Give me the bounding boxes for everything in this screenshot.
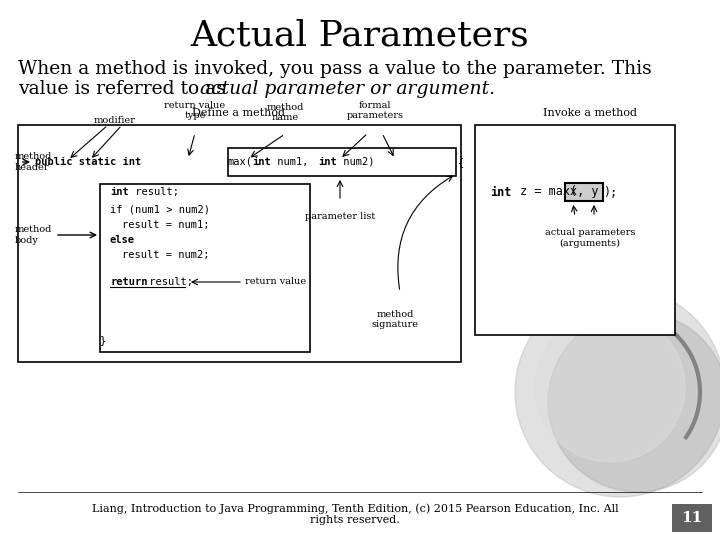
Text: method
header: method header [15,152,53,172]
Text: Define a method: Define a method [192,108,284,118]
Text: result = num1;: result = num1; [122,220,210,230]
Text: int: int [110,187,129,197]
Text: method
signature: method signature [372,310,418,329]
Text: z = max(: z = max( [513,186,577,199]
Text: x, y: x, y [570,186,598,199]
Text: modifier: modifier [94,116,136,125]
Bar [18,125,461,362]
Text: actual parameters
(arguments): actual parameters (arguments) [545,228,635,247]
Bar [672,504,712,532]
Bar [475,125,675,335]
Text: if (num1 > num2): if (num1 > num2) [110,205,210,215]
Circle shape [515,287,720,497]
Text: When a method is invoked, you pass a value to the parameter. This: When a method is invoked, you pass a val… [18,60,652,78]
Text: int: int [318,157,337,167]
Text: );: ); [603,186,617,199]
Circle shape [548,312,720,492]
Text: public static int: public static int [35,157,141,167]
Text: {: { [458,157,464,167]
Text: result;: result; [129,187,179,197]
Text: 11: 11 [681,511,703,525]
Text: max(: max( [228,157,253,167]
Text: Actual Parameters: Actual Parameters [191,18,529,52]
Bar [228,148,456,176]
Text: actual parameter or argument.: actual parameter or argument. [200,80,495,98]
Bar [100,184,310,352]
Text: method
name: method name [266,103,304,122]
Text: return value
type: return value type [164,100,225,120]
Text: int: int [490,186,511,199]
Text: Invoke a method: Invoke a method [543,108,637,118]
Text: result = num2;: result = num2; [122,250,210,260]
Text: method
body: method body [15,225,53,245]
Text: return value: return value [245,278,306,287]
Text: num2): num2) [337,157,374,167]
Text: parameter list: parameter list [305,212,375,221]
Text: Liang, Introduction to Java Programming, Tenth Edition, (c) 2015 Pearson Educati: Liang, Introduction to Java Programming,… [91,503,618,525]
Circle shape [535,312,685,462]
Text: num1,: num1, [271,157,321,167]
Text: }: } [100,335,107,345]
Text: formal
parameters: formal parameters [346,100,403,120]
Text: int: int [252,157,271,167]
Bar [565,183,603,201]
Text: result;: result; [143,277,193,287]
Text: return: return [110,277,148,287]
Text: else: else [110,235,135,245]
Text: value is referred to as: value is referred to as [18,80,232,98]
